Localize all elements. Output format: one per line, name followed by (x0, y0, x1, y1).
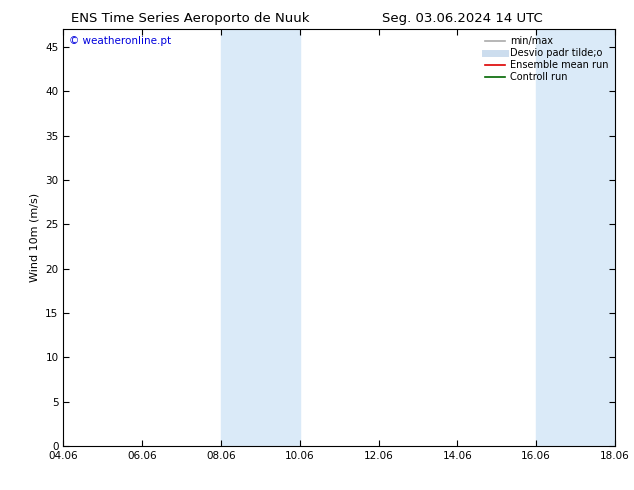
Bar (536, 29, 615, 446)
Bar (221, 29, 300, 446)
Legend: min/max, Desvio padr tilde;o, Ensemble mean run, Controll run: min/max, Desvio padr tilde;o, Ensemble m… (483, 34, 610, 84)
Text: ENS Time Series Aeroporto de Nuuk: ENS Time Series Aeroporto de Nuuk (71, 12, 309, 25)
Y-axis label: Wind 10m (m/s): Wind 10m (m/s) (30, 193, 40, 282)
Text: © weatheronline.pt: © weatheronline.pt (69, 36, 171, 46)
Text: Seg. 03.06.2024 14 UTC: Seg. 03.06.2024 14 UTC (382, 12, 543, 25)
